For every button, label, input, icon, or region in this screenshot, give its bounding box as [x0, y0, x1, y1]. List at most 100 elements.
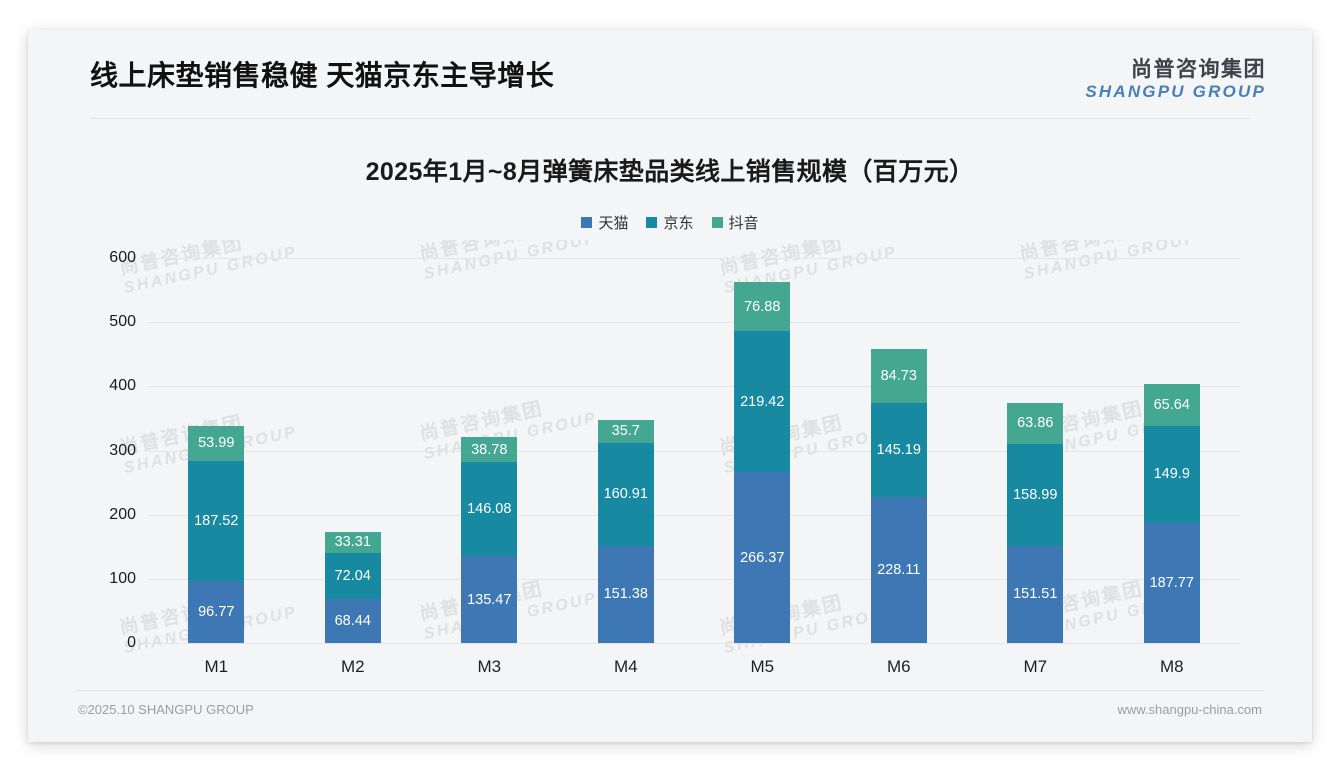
bar-value-label: 146.08 [467, 501, 512, 518]
bar-value-label: 151.51 [1013, 586, 1058, 603]
y-axis-tick: 200 [109, 505, 136, 523]
bar-stack: 187.77 149.9 65.64 [1143, 384, 1200, 643]
bar-value-label: 160.91 [603, 486, 648, 503]
bar-stack: 151.51 158.99 63.86 [1007, 402, 1064, 643]
bar-value-label: 76.88 [744, 298, 781, 315]
legend-item-京东[interactable]: 京东 [646, 212, 694, 233]
bar-segment-天猫[interactable]: 135.47 [461, 556, 518, 643]
chart-legend: 天猫 京东 抖音 [28, 212, 1312, 233]
bar-segment-抖音[interactable]: 53.99 [188, 425, 245, 461]
slide-card: 线上床垫销售稳健 天猫京东主导增长 尚普咨询集团 SHANGPU GROUP 2… [28, 30, 1312, 742]
brand-logo-cn: 尚普咨询集团 [1131, 58, 1266, 81]
bar-value-label: 53.99 [198, 435, 235, 452]
bar-value-label: 65.64 [1153, 397, 1190, 414]
bar-segment-天猫[interactable]: 266.37 [734, 472, 791, 643]
legend-swatch-icon [646, 217, 658, 228]
x-axis-label: M5 [750, 657, 775, 676]
bar-segment-抖音[interactable]: 76.88 [734, 281, 791, 332]
bar-group[interactable]: 68.44 72.04 33.31 M2 [324, 258, 381, 676]
bar-segment-抖音[interactable]: 33.31 [324, 531, 381, 553]
gridline: 300 [109, 442, 1240, 459]
y-axis-tick: 300 [109, 441, 136, 459]
bar-segment-抖音[interactable]: 63.86 [1007, 402, 1064, 444]
legend-label: 天猫 [598, 215, 629, 232]
bar-segment-京东[interactable]: 72.04 [324, 552, 381, 600]
bar-group[interactable]: 228.11 145.19 84.73 M6 [870, 258, 927, 676]
bar-value-label: 38.78 [471, 441, 508, 458]
bar-segment-天猫[interactable]: 96.77 [188, 580, 245, 643]
slide-header: 线上床垫销售稳健 天猫京东主导增长 尚普咨询集团 SHANGPU GROUP [28, 30, 1312, 120]
x-axis-label: M2 [340, 657, 365, 676]
bar-value-label: 219.42 [740, 393, 785, 410]
bar-group[interactable]: 96.77 187.52 53.99 M1 [188, 258, 245, 676]
bar-segment-京东[interactable]: 149.9 [1143, 426, 1200, 523]
bar-value-label: 33.31 [334, 534, 371, 551]
y-axis-tick: 400 [109, 377, 136, 395]
bar-group[interactable]: 135.47 146.08 38.78 M3 [461, 258, 518, 676]
bar-segment-抖音[interactable]: 65.64 [1143, 384, 1200, 427]
legend-swatch-icon [581, 217, 593, 228]
bar-segment-京东[interactable]: 187.52 [188, 460, 245, 581]
bar-segment-天猫[interactable]: 151.38 [597, 545, 654, 643]
footer-divider [76, 690, 1264, 691]
bar-segment-天猫[interactable]: 228.11 [870, 496, 927, 643]
bar-value-label: 63.86 [1017, 415, 1054, 432]
x-axis-label: M4 [613, 657, 638, 676]
x-axis-label: M8 [1159, 657, 1184, 676]
bar-value-label: 151.38 [603, 586, 648, 603]
bar-value-label: 68.44 [334, 613, 371, 630]
bar-group[interactable]: 266.37 219.42 76.88 M5 [734, 258, 791, 676]
bar-stack: 68.44 72.04 33.31 [324, 531, 381, 643]
gridline: 100 [109, 570, 1240, 587]
plot-area: 600 500 400 300 200 100 0 96.77 187.52 53.99 M1 68… [109, 249, 1240, 676]
bar-value-label: 228.11 [877, 561, 921, 578]
header-divider [90, 118, 1250, 119]
gridline: 600 [109, 249, 1240, 266]
bar-stack: 96.77 187.52 53.99 [188, 425, 245, 643]
gridline: 200 [109, 506, 1240, 523]
bar-segment-京东[interactable]: 158.99 [1007, 443, 1064, 546]
bar-segment-京东[interactable]: 160.91 [597, 442, 654, 546]
bar-value-label: 158.99 [1013, 486, 1058, 503]
legend-label: 抖音 [728, 215, 759, 232]
bar-stack: 266.37 219.42 76.88 [734, 281, 791, 643]
bar-group[interactable]: 151.38 160.91 35.7 M4 [597, 258, 654, 676]
bar-stack: 151.38 160.91 35.7 [597, 419, 654, 643]
gridline: 500 [109, 313, 1240, 330]
x-axis-label: M6 [886, 657, 911, 676]
brand-logo: 尚普咨询集团 SHANGPU GROUP [1085, 58, 1266, 101]
bar-value-label: 35.7 [611, 423, 640, 440]
bar-value-label: 187.52 [194, 512, 239, 529]
gridline: 0 [127, 634, 1240, 651]
bar-segment-天猫[interactable]: 151.51 [1007, 545, 1064, 643]
bar-segment-天猫[interactable]: 68.44 [324, 599, 381, 643]
y-axis-tick: 100 [109, 569, 136, 587]
bar-group[interactable]: 151.51 158.99 63.86 M7 [1007, 258, 1064, 676]
legend-swatch-icon [711, 217, 723, 228]
bar-segment-抖音[interactable]: 38.78 [461, 437, 518, 463]
bar-value-label: 149.9 [1153, 466, 1190, 483]
bar-value-label: 96.77 [198, 603, 235, 620]
bar-value-label: 84.73 [880, 368, 917, 385]
x-axis-label: M1 [204, 657, 229, 676]
bar-segment-京东[interactable]: 146.08 [461, 462, 518, 557]
page-title: 线上床垫销售稳健 天猫京东主导增长 [90, 60, 555, 91]
bar-segment-京东[interactable]: 145.19 [870, 403, 927, 497]
bar-segment-天猫[interactable]: 187.77 [1143, 522, 1200, 643]
legend-item-抖音[interactable]: 抖音 [711, 212, 759, 233]
bar-series-container: 96.77 187.52 53.99 M1 68.44 72.04 33.31 M2 135.4… [148, 258, 1240, 676]
bar-group[interactable]: 187.77 149.9 65.64 M8 [1143, 258, 1200, 676]
x-axis-label: M7 [1023, 657, 1048, 676]
brand-logo-en: SHANGPU GROUP [1085, 81, 1266, 101]
legend-item-天猫[interactable]: 天猫 [581, 212, 628, 233]
bar-segment-抖音[interactable]: 35.7 [597, 419, 654, 443]
legend-label: 京东 [663, 215, 694, 232]
bar-segment-抖音[interactable]: 84.73 [870, 349, 927, 404]
y-axis-tick: 600 [109, 249, 136, 266]
bar-value-label: 72.04 [334, 567, 371, 584]
bar-segment-京东[interactable]: 219.42 [734, 331, 791, 473]
chart-title: 2025年1月~8月弹簧床垫品类线上销售规模（百万元） [365, 158, 975, 186]
footer-website[interactable]: www.shangpu-china.com [1117, 702, 1262, 717]
y-axis-tick: 500 [109, 313, 136, 331]
bar-value-label: 135.47 [467, 591, 512, 608]
